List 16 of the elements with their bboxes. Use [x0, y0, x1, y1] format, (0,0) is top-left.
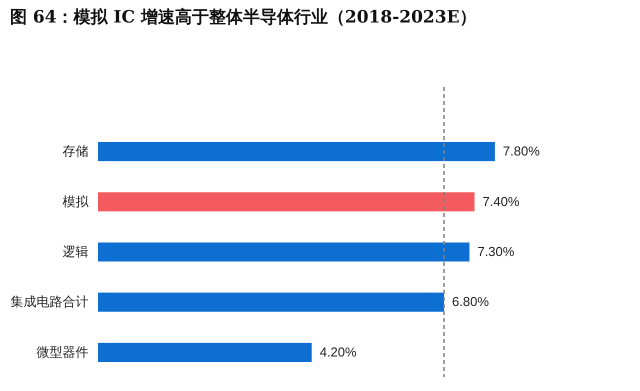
- y-tick-label: 逻辑: [62, 245, 88, 260]
- y-tick-label: 集成电路合计: [10, 295, 88, 310]
- bar: [98, 242, 470, 262]
- bar: [98, 292, 444, 312]
- data-label: 7.40%: [482, 194, 520, 209]
- bar: [98, 142, 495, 162]
- data-label: 7.30%: [477, 244, 515, 259]
- y-tick-label: 微型器件: [36, 345, 88, 360]
- y-tick-label: 存储: [62, 144, 88, 160]
- data-label: 7.80%: [502, 144, 540, 159]
- y-tick-label: 模拟: [62, 194, 90, 210]
- data-label: 4.20%: [320, 344, 358, 360]
- bar: [98, 342, 312, 362]
- chart-title: 图 64：模拟 IC 增速高于整体半导体行业（2018-2023E）: [10, 7, 477, 28]
- bar: [98, 192, 475, 212]
- data-label: 6.80%: [452, 294, 490, 310]
